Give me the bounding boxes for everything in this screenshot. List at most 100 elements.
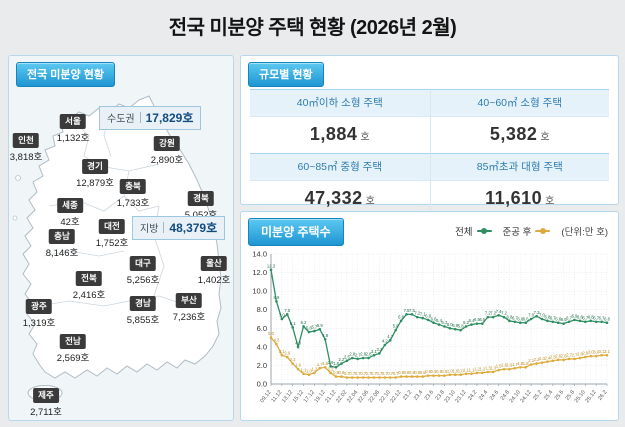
- svg-text:3.1: 3.1: [604, 349, 610, 354]
- size-table-value: 1,884 호: [309, 124, 370, 144]
- svg-text:1.6: 1.6: [501, 363, 507, 368]
- size-status-panel: 규모별 현황 40㎡이하 소형 주택 40~60㎡ 소형 주택 1,884 호 5…: [240, 55, 619, 217]
- divider: [163, 222, 165, 233]
- svg-text:1.3: 1.3: [490, 366, 496, 371]
- unit-note: (단위:만 호): [561, 227, 608, 238]
- region-label: 세종 42호: [57, 195, 83, 228]
- svg-text:1.0: 1.0: [306, 368, 312, 373]
- svg-text:12.3: 12.3: [267, 263, 276, 268]
- svg-text:6.0: 6.0: [257, 324, 267, 333]
- region-label: 울산 1,402호: [197, 256, 231, 286]
- svg-text:6.6: 6.6: [604, 316, 610, 321]
- size-table-value: 11,610 호: [429, 181, 610, 217]
- svg-text:5.7: 5.7: [311, 325, 317, 330]
- svg-text:0.9: 0.9: [431, 369, 437, 374]
- svg-text:6.5: 6.5: [479, 317, 485, 322]
- svg-text:6.5: 6.5: [474, 317, 480, 322]
- svg-text:0.9: 0.9: [442, 369, 448, 374]
- svg-text:25.12: 25.12: [585, 390, 598, 405]
- region-label: 경남 5,855호: [126, 296, 160, 326]
- svg-text:6.7: 6.7: [582, 315, 588, 320]
- svg-text:3.0: 3.0: [593, 350, 599, 355]
- svg-text:7.0: 7.0: [279, 313, 285, 318]
- svg-text:2.7: 2.7: [355, 353, 361, 358]
- svg-text:5.6: 5.6: [306, 326, 312, 331]
- svg-text:6.6: 6.6: [431, 316, 437, 321]
- svg-text:5.0: 5.0: [268, 331, 274, 336]
- svg-text:7.0: 7.0: [528, 313, 534, 318]
- svg-text:1.8: 1.8: [322, 361, 328, 366]
- total-series-marker-icon: [476, 228, 492, 234]
- svg-text:1.8: 1.8: [523, 361, 529, 366]
- svg-text:1.7: 1.7: [512, 362, 518, 367]
- svg-text:2.1: 2.1: [528, 358, 534, 363]
- size-table-value: 5,382 호: [429, 117, 610, 153]
- region-label: 충북 1,733호: [116, 179, 150, 209]
- svg-text:7.4: 7.4: [496, 309, 502, 314]
- svg-text:23.4: 23.4: [413, 390, 424, 402]
- svg-text:24.8: 24.8: [500, 390, 511, 402]
- svg-text:4.0: 4.0: [295, 340, 301, 345]
- svg-text:7.5: 7.5: [404, 308, 410, 313]
- svg-text:1.6: 1.6: [507, 363, 513, 368]
- svg-text:7.2: 7.2: [485, 311, 491, 316]
- chart-panel-header: 미분양 주택수: [248, 218, 344, 246]
- svg-text:2.8: 2.8: [360, 352, 366, 357]
- svg-text:6.6: 6.6: [555, 316, 561, 321]
- page-title: 전국 미분양 주택 현황 (2026년 2월): [168, 17, 457, 39]
- svg-text:1.6: 1.6: [295, 363, 301, 368]
- svg-text:5.9: 5.9: [452, 323, 458, 328]
- svg-text:1.5: 1.5: [496, 364, 502, 369]
- svg-text:0.8: 0.8: [339, 370, 345, 375]
- region-label: 충남 8,146호: [45, 229, 79, 259]
- svg-text:0.8: 0.8: [420, 370, 426, 375]
- svg-text:0.8: 0.8: [398, 370, 404, 375]
- svg-text:1.1: 1.1: [301, 367, 307, 372]
- size-table-value: 47,332 호: [304, 188, 375, 208]
- svg-text:2.2: 2.2: [290, 357, 296, 362]
- legend-item-after-completion: 준공 후: [503, 224, 551, 238]
- svg-text:23.6: 23.6: [424, 390, 435, 402]
- completed-series-marker-icon: [535, 228, 551, 234]
- svg-text:2.2: 2.2: [339, 357, 345, 362]
- small-island: [12, 215, 18, 221]
- map-panel: 전국 미분양 현황 수도권 17,829호 지방 48,379호 서울 1,132…: [8, 55, 234, 421]
- divider: [139, 112, 141, 123]
- svg-text:2.8: 2.8: [577, 352, 583, 357]
- svg-text:1.8: 1.8: [333, 361, 339, 366]
- svg-text:0.8: 0.8: [414, 370, 420, 375]
- svg-text:2.4: 2.4: [544, 355, 550, 360]
- svg-text:0.0: 0.0: [257, 380, 267, 389]
- svg-text:0.7: 0.7: [387, 371, 393, 376]
- region-label: 광주 1,319호: [22, 299, 56, 329]
- svg-text:6.6: 6.6: [517, 316, 523, 321]
- svg-text:24.6: 24.6: [489, 390, 500, 402]
- size-panel-header: 규모별 현황: [248, 62, 324, 87]
- svg-text:0.8: 0.8: [333, 370, 339, 375]
- svg-text:2.8: 2.8: [349, 352, 355, 357]
- svg-text:24.4: 24.4: [478, 390, 489, 402]
- capital-area-label: 수도권: [107, 114, 135, 125]
- svg-text:6.7: 6.7: [593, 315, 599, 320]
- svg-text:6.5: 6.5: [561, 317, 567, 322]
- svg-text:7.1: 7.1: [420, 312, 426, 317]
- size-table: 40㎡이하 소형 주택 40~60㎡ 소형 주택 1,884 호 5,382 호 6…: [250, 89, 609, 217]
- svg-text:2.3: 2.3: [539, 356, 545, 361]
- small-island: [15, 175, 21, 181]
- svg-text:8.0: 8.0: [257, 305, 267, 314]
- svg-text:1.3: 1.3: [485, 366, 491, 371]
- svg-text:6.8: 6.8: [544, 314, 550, 319]
- svg-text:0.7: 0.7: [382, 371, 388, 376]
- svg-text:6.7: 6.7: [550, 315, 556, 320]
- svg-text:1.1: 1.1: [463, 367, 469, 372]
- unsold-housing-line-chart: 0.02.04.06.08.010.012.014.009.1211.1213.…: [252, 250, 610, 405]
- region-label: 부산 7,236호: [172, 293, 206, 323]
- svg-text:7.3: 7.3: [534, 310, 540, 315]
- svg-text:6.6: 6.6: [523, 316, 529, 321]
- legend-item-total: 전체: [455, 224, 492, 238]
- svg-text:0.7: 0.7: [366, 371, 372, 376]
- svg-text:2.8: 2.8: [366, 352, 372, 357]
- svg-text:23.2: 23.2: [402, 390, 413, 402]
- svg-text:7.2: 7.2: [490, 311, 496, 316]
- svg-text:4.3: 4.3: [274, 338, 280, 343]
